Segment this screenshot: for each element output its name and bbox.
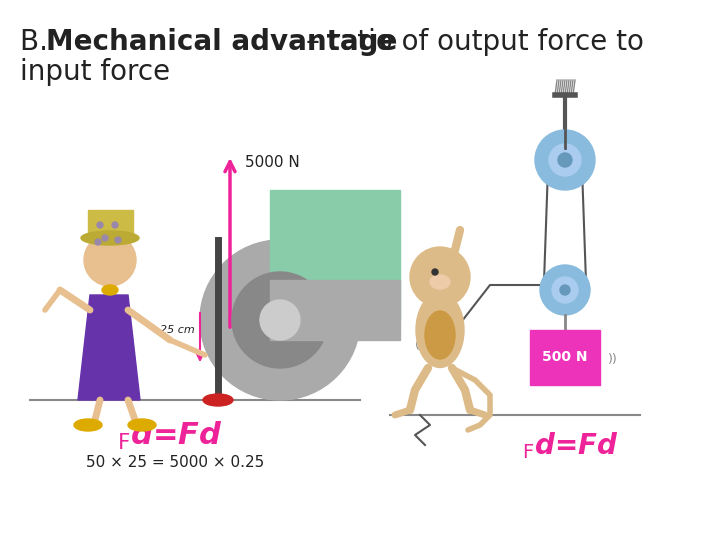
Ellipse shape — [416, 293, 464, 368]
Circle shape — [549, 144, 581, 176]
Ellipse shape — [74, 419, 102, 431]
Bar — [530, 330, 600, 385]
Ellipse shape — [430, 275, 450, 289]
Bar — [270, 280, 400, 340]
Text: 500 N: 500 N — [542, 350, 588, 364]
Text: 25 cm: 25 cm — [160, 325, 194, 335]
Text: 5000 N: 5000 N — [245, 155, 300, 170]
Circle shape — [102, 235, 108, 241]
Circle shape — [558, 153, 572, 167]
Bar — [88, 210, 133, 240]
Circle shape — [432, 269, 438, 275]
Text: input force: input force — [20, 58, 170, 86]
Circle shape — [115, 237, 121, 243]
Circle shape — [552, 277, 578, 303]
Text: B.: B. — [20, 28, 57, 56]
Ellipse shape — [425, 311, 455, 359]
Circle shape — [112, 222, 118, 228]
Text: $_{\mathsf{F}}$d=Fd: $_{\mathsf{F}}$d=Fd — [117, 420, 223, 452]
Ellipse shape — [203, 394, 233, 406]
Circle shape — [535, 130, 595, 190]
Ellipse shape — [102, 285, 118, 295]
Circle shape — [260, 300, 300, 340]
Circle shape — [95, 239, 101, 245]
Ellipse shape — [81, 231, 139, 245]
Text: ((: (( — [415, 339, 425, 352]
Circle shape — [540, 265, 590, 315]
Polygon shape — [78, 295, 140, 400]
Circle shape — [560, 285, 570, 295]
Ellipse shape — [128, 419, 156, 431]
Circle shape — [200, 240, 360, 400]
Text: )): )) — [608, 354, 618, 367]
Circle shape — [97, 222, 103, 228]
Text: 50 × 25 = 5000 × 0.25: 50 × 25 = 5000 × 0.25 — [86, 455, 264, 470]
Circle shape — [232, 272, 328, 368]
Text: – ratio of output force to: – ratio of output force to — [306, 28, 644, 56]
Circle shape — [84, 234, 136, 286]
Circle shape — [410, 247, 470, 307]
Text: $_{\mathsf{F}}$d=Fd: $_{\mathsf{F}}$d=Fd — [522, 430, 618, 461]
Bar — [270, 190, 400, 320]
Text: Mechanical advantage: Mechanical advantage — [46, 28, 397, 56]
